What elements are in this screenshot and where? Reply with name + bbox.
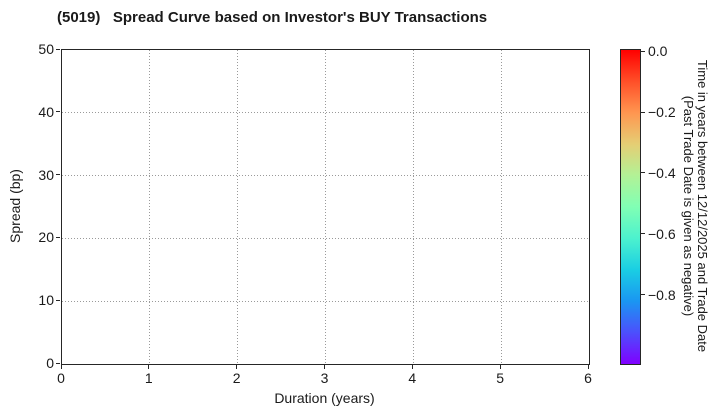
colorbar-label-line-1: Time in years between 12/12/2025 and Tra… <box>695 59 710 353</box>
x-gridline <box>149 50 151 364</box>
x-tick-label: 4 <box>408 370 417 386</box>
colorbar-tick-mark <box>641 233 645 235</box>
y-tick-label: 20 <box>38 229 54 246</box>
y-tick-mark <box>56 236 60 238</box>
y-gridline <box>62 237 589 239</box>
x-gridline <box>325 50 326 364</box>
x-tick-label: 2 <box>232 370 241 386</box>
colorbar-tick-mark <box>641 172 645 174</box>
x-tick-label: 5 <box>496 370 505 386</box>
x-tick-label: 1 <box>144 370 153 386</box>
y-gridline <box>62 112 589 114</box>
colorbar-tick-mark <box>641 50 645 52</box>
x-tick-mark <box>499 365 501 369</box>
x-tick-mark <box>148 365 150 369</box>
x-tick-label: 0 <box>57 370 65 386</box>
x-tick-mark <box>587 365 589 369</box>
colorbar-tick-mark <box>641 294 645 296</box>
colorbar-tick-label: −0.4 <box>648 164 676 181</box>
x-tick-label: 6 <box>584 370 592 386</box>
y-tick-label: 10 <box>38 292 54 309</box>
y-tick-mark <box>56 362 60 364</box>
y-tick-label: 50 <box>38 41 54 57</box>
colorbar-gradient <box>620 49 641 365</box>
x-tick-mark <box>324 365 325 369</box>
y-tick-label: 40 <box>38 103 54 120</box>
x-tick-mark <box>236 365 238 369</box>
colorbar-tick-label: −0.2 <box>648 104 676 121</box>
x-tick-label: 3 <box>320 370 329 386</box>
y-tick-label: 30 <box>38 166 54 183</box>
colorbar-tick-label: −0.6 <box>648 225 676 242</box>
y-gridline <box>62 175 589 177</box>
x-axis-label: Duration (years) <box>274 390 375 406</box>
x-gridline <box>412 50 414 364</box>
y-tick-mark <box>56 299 60 301</box>
y-tick-mark <box>56 174 60 176</box>
colorbar-label-line-2: (Past Trade Date is given as negative) <box>681 95 696 317</box>
y-tick-mark <box>56 111 60 113</box>
x-gridline <box>500 50 502 364</box>
y-gridline <box>62 300 589 302</box>
x-tick-mark <box>411 365 413 369</box>
x-gridline <box>237 50 239 364</box>
x-tick-mark <box>60 365 62 369</box>
colorbar-label: Time in years between 12/12/2025 and Tra… <box>681 59 710 353</box>
plot-area <box>61 49 590 365</box>
y-tick-mark <box>56 48 60 50</box>
y-tick-label: 0 <box>46 355 54 371</box>
colorbar-tick-label: −0.8 <box>648 286 676 303</box>
chart-title: (5019) Spread Curve based on Investor's … <box>57 9 488 26</box>
colorbar-tick-mark <box>641 111 645 113</box>
colorbar-tick-label: 0.0 <box>648 43 668 60</box>
